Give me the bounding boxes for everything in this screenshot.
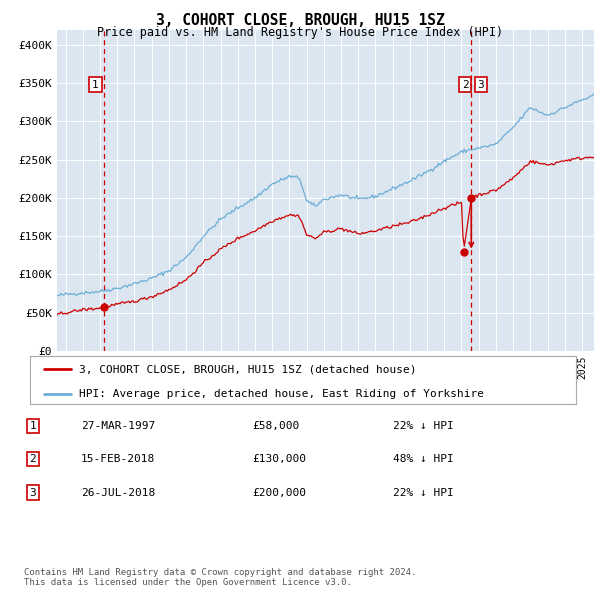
Text: 3, COHORT CLOSE, BROUGH, HU15 1SZ: 3, COHORT CLOSE, BROUGH, HU15 1SZ <box>155 13 445 28</box>
Text: £58,000: £58,000 <box>252 421 299 431</box>
Text: Contains HM Land Registry data © Crown copyright and database right 2024.
This d: Contains HM Land Registry data © Crown c… <box>24 568 416 587</box>
Text: 48% ↓ HPI: 48% ↓ HPI <box>393 454 454 464</box>
Text: £130,000: £130,000 <box>252 454 306 464</box>
Text: £200,000: £200,000 <box>252 488 306 497</box>
Text: 3: 3 <box>29 488 37 497</box>
Text: 2: 2 <box>462 80 469 90</box>
Text: 22% ↓ HPI: 22% ↓ HPI <box>393 421 454 431</box>
Text: 2: 2 <box>29 454 37 464</box>
Text: 15-FEB-2018: 15-FEB-2018 <box>81 454 155 464</box>
Text: 3: 3 <box>478 80 484 90</box>
Text: HPI: Average price, detached house, East Riding of Yorkshire: HPI: Average price, detached house, East… <box>79 388 484 398</box>
Text: 27-MAR-1997: 27-MAR-1997 <box>81 421 155 431</box>
Text: 22% ↓ HPI: 22% ↓ HPI <box>393 488 454 497</box>
Text: 1: 1 <box>92 80 99 90</box>
Text: 1: 1 <box>29 421 37 431</box>
Text: 3, COHORT CLOSE, BROUGH, HU15 1SZ (detached house): 3, COHORT CLOSE, BROUGH, HU15 1SZ (detac… <box>79 364 416 374</box>
Text: 26-JUL-2018: 26-JUL-2018 <box>81 488 155 497</box>
Text: Price paid vs. HM Land Registry's House Price Index (HPI): Price paid vs. HM Land Registry's House … <box>97 26 503 39</box>
